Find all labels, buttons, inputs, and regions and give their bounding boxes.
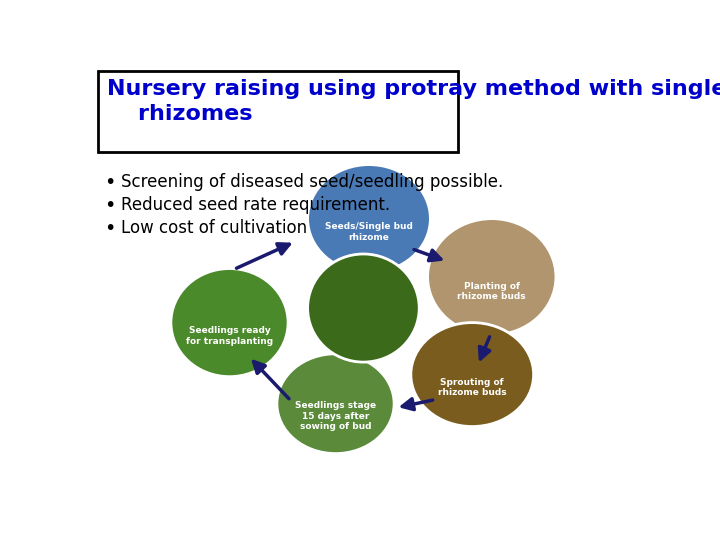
Text: •: •: [104, 196, 115, 215]
Text: Reduced seed rate requirement.: Reduced seed rate requirement.: [121, 196, 390, 214]
Ellipse shape: [277, 354, 394, 454]
Text: Low cost of cultivation: Low cost of cultivation: [121, 219, 307, 237]
Text: Nursery raising using protray method with single bud: Nursery raising using protray method wit…: [107, 79, 720, 99]
Text: •: •: [104, 173, 115, 192]
Text: Planting of
rhizome buds: Planting of rhizome buds: [457, 282, 526, 301]
Text: Seedlings ready
for transplanting: Seedlings ready for transplanting: [186, 326, 273, 346]
Text: rhizomes: rhizomes: [107, 104, 252, 124]
Text: •: •: [104, 219, 115, 238]
Text: Sprouting of
rhizome buds: Sprouting of rhizome buds: [438, 378, 507, 397]
Ellipse shape: [171, 268, 288, 377]
Ellipse shape: [307, 165, 431, 273]
Text: Seeds/Single bud
rhizome: Seeds/Single bud rhizome: [325, 222, 413, 242]
Ellipse shape: [428, 219, 556, 335]
FancyBboxPatch shape: [99, 71, 459, 152]
Ellipse shape: [307, 254, 419, 362]
Ellipse shape: [411, 322, 534, 427]
Text: Seedlings stage
15 days after
sowing of bud: Seedlings stage 15 days after sowing of …: [295, 401, 376, 431]
Text: Screening of diseased seed/seedling possible.: Screening of diseased seed/seedling poss…: [121, 173, 503, 191]
